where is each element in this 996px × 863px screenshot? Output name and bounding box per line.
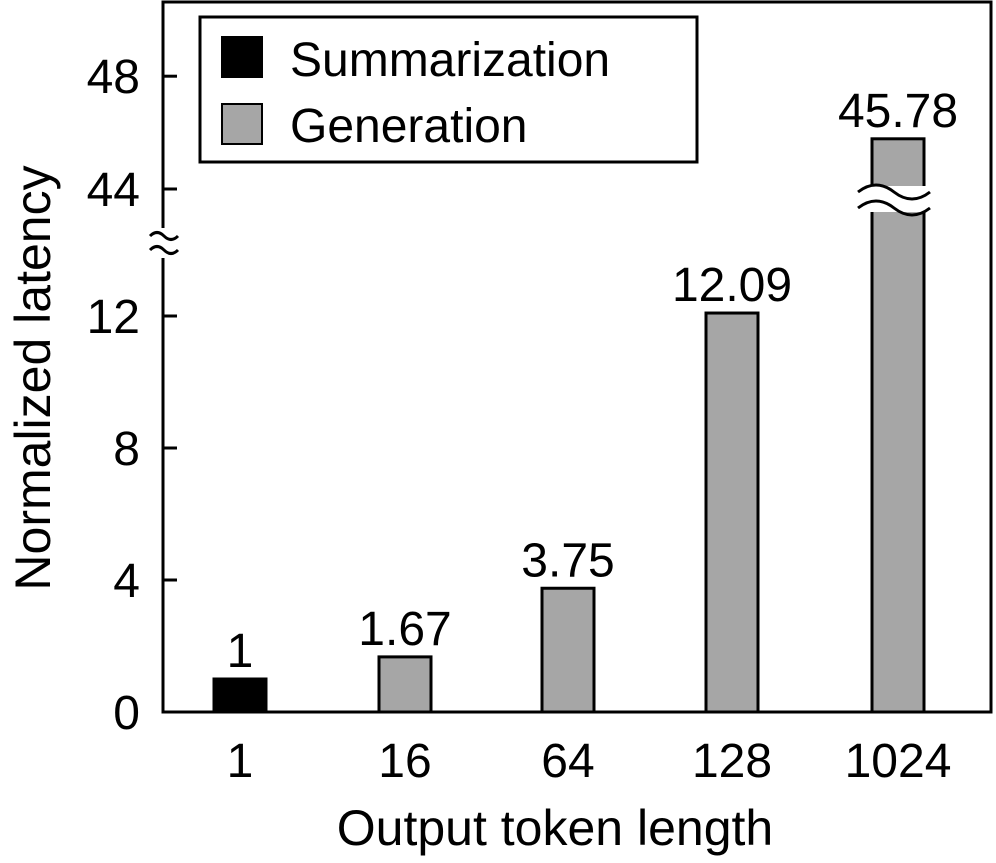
bar-value-label: 12.09 <box>672 259 792 312</box>
bar-1024 <box>870 137 926 714</box>
x-tick-label: 1024 <box>845 735 952 788</box>
x-tick-label: 128 <box>692 735 772 788</box>
bar-128 <box>704 311 760 714</box>
legend-swatch-summarization <box>221 36 263 78</box>
y-axis-label: Normalized latency <box>5 165 61 590</box>
legend: Summarization Generation <box>198 15 699 164</box>
bar-value-label: 1 <box>227 625 254 678</box>
y-tick-label: 44 <box>87 164 140 217</box>
legend-label-generation: Generation <box>290 100 528 153</box>
x-axis-tick-labels: 1 16 64 128 1024 <box>227 735 952 788</box>
x-tick-label: 1 <box>227 735 254 788</box>
legend-frame <box>198 15 699 164</box>
x-axis-label: Output token length <box>337 800 773 856</box>
x-tick-label: 16 <box>378 735 431 788</box>
bars <box>212 137 926 714</box>
bar-1 <box>212 677 268 714</box>
y-axis-break-marker <box>148 228 180 258</box>
bar-break-marker <box>857 183 938 217</box>
y-tick-label: 0 <box>113 687 140 740</box>
legend-swatch-generation <box>221 103 263 145</box>
bar-value-label: 45.78 <box>838 85 958 138</box>
bar-value-label: 1.67 <box>358 603 451 656</box>
y-tick-label: 4 <box>113 555 140 608</box>
y-tick-label: 12 <box>87 291 140 344</box>
legend-label-summarization: Summarization <box>290 34 610 87</box>
bar-64 <box>540 586 596 714</box>
bar-value-label: 3.75 <box>521 534 614 587</box>
value-labels: 1 1.67 3.75 12.09 45.78 <box>227 85 958 678</box>
x-tick-label: 64 <box>541 735 594 788</box>
y-tick-label: 48 <box>87 51 140 104</box>
bar-16 <box>377 655 433 714</box>
y-tick-label: 8 <box>113 423 140 476</box>
